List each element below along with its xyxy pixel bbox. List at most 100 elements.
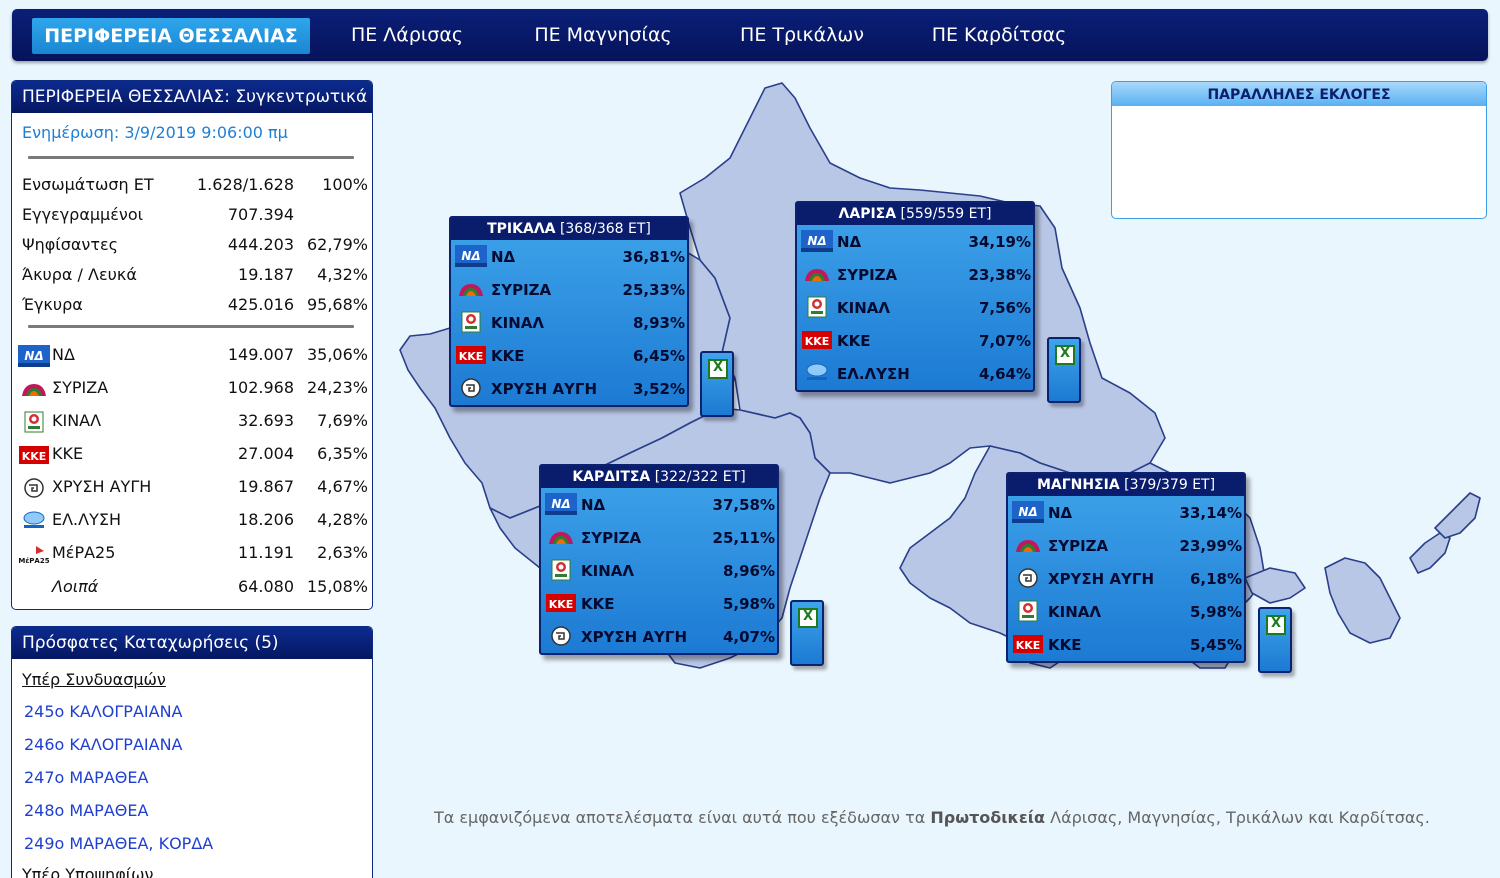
nav-tab-trikala[interactable]: ΠΕ Τρικάλων [740, 24, 864, 46]
party-name: ΚΙΝΑΛ [52, 411, 102, 430]
region-party-name: ΧΡΥΣΗ ΑΥΓΗ [581, 628, 688, 646]
kke-logo-icon: ΚΚΕ [1012, 633, 1044, 656]
excel-export-magnisia[interactable] [1258, 607, 1292, 673]
region-party-row: ΚΙΝΑΛ 5,98% [1008, 595, 1244, 628]
nav-tab-magnisia[interactable]: ΠΕ Μαγνησίας [534, 24, 672, 46]
party-votes: 27.004 [238, 444, 294, 463]
region-party-row: ΚΙΝΑΛ 8,96% [541, 554, 777, 587]
region-party-name: ΧΡΥΣΗ ΑΥΓΗ [1048, 570, 1155, 588]
party-votes: 32.693 [238, 411, 294, 430]
region-party-percent: 36,81% [622, 248, 685, 266]
others-row: Λοιπά 64.080 15,08% [12, 573, 372, 599]
excel-export-larisa[interactable] [1047, 337, 1081, 403]
region-party-name: ΚΙΝΑΛ [1048, 603, 1101, 621]
party-row-mera25: ΜέΡΑ25 ΜέΡΑ25 11.191 2,63% [12, 539, 372, 565]
region-count: [559/559 ΕΤ] [900, 206, 992, 222]
note-text-start: Τα εμφανιζόμενα αποτελέσματα είναι αυτά … [434, 808, 931, 827]
stat-percent: 95,68% [306, 295, 368, 314]
region-party-name: ΧΡΥΣΗ ΑΥΓΗ [491, 380, 598, 398]
note-text-bold: Πρωτοδικεία [930, 808, 1046, 827]
region-party-row: ΚΚΕ ΚΚΕ 5,98% [541, 587, 777, 620]
recent-entry-link[interactable]: 247ο ΜΑΡΑΘΕΑ [24, 768, 149, 787]
region-results-magnisia[interactable]: ΜΑΓΝΗΣΙΑ [379/379 ΕΤ] ΝΔ ΝΔ 33,14% ΣΥΡΙΖΑ 23,… [1006, 472, 1246, 663]
xa-logo-icon [455, 377, 487, 400]
region-party-row: ΝΔ ΝΔ 37,58% [541, 488, 777, 521]
stat-percent: 62,79% [306, 235, 368, 254]
excel-icon [1266, 615, 1286, 635]
nd-logo-icon: ΝΔ [455, 245, 487, 268]
party-row-nd: ΝΔ ΝΔ 149.007 35,06% [12, 341, 372, 367]
region-party-row: ΝΔ ΝΔ 33,14% [1008, 496, 1244, 529]
region-party-name: ΝΔ [837, 233, 862, 251]
map-region-pelion[interactable] [1244, 567, 1306, 604]
region-name: ΛΑΡΙΣΑ [838, 206, 897, 222]
region-party-percent: 8,93% [632, 314, 685, 332]
parallel-elections-title: ΠΑΡΑΛΛΗΛΕΣ ΕΚΛΟΓΕΣ [1112, 82, 1486, 106]
nav-tab-karditsa[interactable]: ΠΕ Καρδίτσας [931, 24, 1067, 46]
others-label: Λοιπά [52, 577, 99, 596]
svg-text:ΝΔ: ΝΔ [1018, 505, 1037, 519]
region-party-name: ΚΚΕ [1048, 636, 1082, 654]
party-votes: 149.007 [227, 345, 294, 364]
recent-title: Πρόσφατες Καταχωρήσεις (5) [12, 627, 372, 659]
region-party-row: ΧΡΥΣΗ ΑΥΓΗ 3,52% [451, 372, 687, 405]
region-party-percent: 6,45% [632, 347, 685, 365]
region-header: ΛΑΡΙΣΑ [559/559 ΕΤ] [797, 203, 1033, 225]
stat-label: Άκυρα / Λευκά [22, 265, 137, 284]
elysi-logo-icon [801, 362, 833, 385]
region-party-name: ΕΛ.ΛΥΣΗ [837, 365, 910, 383]
region-party-name: ΝΔ [1048, 504, 1073, 522]
summary-title: ΠΕΡΙΦΕΡΕΙΑ ΘΕΣΣΑΛΙΑΣ: Συγκεντρωτικά [12, 81, 372, 113]
xa-logo-icon [545, 625, 577, 648]
recent-subheading-combinations: Υπέρ Συνδυασμών [22, 670, 166, 689]
kke-logo-icon: ΚΚΕ [545, 592, 577, 615]
party-percent: 2,63% [317, 543, 368, 562]
party-percent: 24,23% [306, 378, 368, 397]
region-party-name: ΝΔ [491, 248, 516, 266]
recent-entry-link[interactable]: 246ο ΚΑΛΟΓΡΑΙΑΝΑ [24, 735, 183, 754]
recent-entry-link[interactable]: 248ο ΜΑΡΑΘΕΑ [24, 801, 149, 820]
party-percent: 4,67% [317, 477, 368, 496]
stat-row: Εγγεγραμμένοι 707.394 [12, 201, 372, 227]
region-results-trikala[interactable]: ΤΡΙΚΑΛΑ [368/368 ΕΤ] ΝΔ ΝΔ 36,81% ΣΥΡΙΖΑ 25,3… [449, 216, 689, 407]
party-row-xa: ΧΡΥΣΗ ΑΥΓΗ 19.867 4,67% [12, 473, 372, 499]
region-count: [379/379 ΕΤ] [1124, 477, 1216, 493]
region-party-name: ΚΙΝΑΛ [837, 299, 890, 317]
nav-tab-region[interactable]: ΠΕΡΙΦΕΡΕΙΑ ΘΕΣΣΑΛΙΑΣ [32, 18, 310, 54]
recent-entry-link[interactable]: 245ο ΚΑΛΟΓΡΑΙΑΝΑ [24, 702, 183, 721]
stat-value: 444.203 [227, 235, 294, 254]
stat-row: Έγκυρα 425.016 95,68% [12, 291, 372, 317]
elysi-logo-icon [18, 510, 50, 532]
region-party-percent: 5,45% [1189, 636, 1242, 654]
svg-text:ΚΚΕ: ΚΚΕ [805, 335, 830, 348]
region-header: ΜΑΓΝΗΣΙΑ [379/379 ΕΤ] [1008, 474, 1244, 496]
excel-export-karditsa[interactable] [790, 600, 824, 666]
party-row-kke: ΚΚΕ ΚΚΕ 27.004 6,35% [12, 440, 372, 466]
syriza-logo-icon [545, 526, 577, 549]
map-island-skiathos[interactable] [1324, 557, 1401, 644]
nav-tab-larisa[interactable]: ΠΕ Λάρισας [350, 24, 464, 46]
region-party-name: ΚΚΕ [581, 595, 615, 613]
kinal-logo-icon [801, 296, 833, 319]
region-party-percent: 23,99% [1179, 537, 1242, 555]
excel-export-trikala[interactable] [700, 351, 734, 417]
region-party-name: ΣΥΡΙΖΑ [837, 266, 898, 284]
party-name: ΕΛ.ΛΥΣΗ [52, 510, 121, 529]
stat-label: Ψηφίσαντες [22, 235, 118, 254]
update-timestamp: Ενημέρωση: 3/9/2019 9:06:00 πμ [22, 123, 288, 142]
region-results-karditsa[interactable]: ΚΑΡΔΙΤΣΑ [322/322 ΕΤ] ΝΔ ΝΔ 37,58% ΣΥΡΙΖΑ 25,… [539, 464, 779, 655]
syriza-logo-icon [455, 278, 487, 301]
kke-logo-icon: ΚΚΕ [801, 329, 833, 352]
stat-row: Ψηφίσαντες 444.203 62,79% [12, 231, 372, 257]
map-island-skopelos[interactable] [1409, 532, 1451, 574]
party-votes: 19.867 [238, 477, 294, 496]
recent-entry-link[interactable]: 249ο ΜΑΡΑΘΕΑ, ΚΟΡΔΑ [24, 834, 214, 853]
region-party-row: ΚΚΕ ΚΚΕ 7,07% [797, 324, 1033, 357]
region-results-larisa[interactable]: ΛΑΡΙΣΑ [559/559 ΕΤ] ΝΔ ΝΔ 34,19% ΣΥΡΙΖΑ 23,38… [795, 201, 1035, 392]
divider [28, 156, 354, 159]
map-island-alonissos[interactable] [1434, 492, 1481, 539]
summary-panel: ΠΕΡΙΦΕΡΕΙΑ ΘΕΣΣΑΛΙΑΣ: Συγκεντρωτικά Ενημ… [11, 80, 373, 610]
region-party-name: ΚΙΝΑΛ [581, 562, 634, 580]
mera25-logo-icon: ΜέΡΑ25 [18, 543, 50, 565]
kinal-logo-icon [1012, 600, 1044, 623]
